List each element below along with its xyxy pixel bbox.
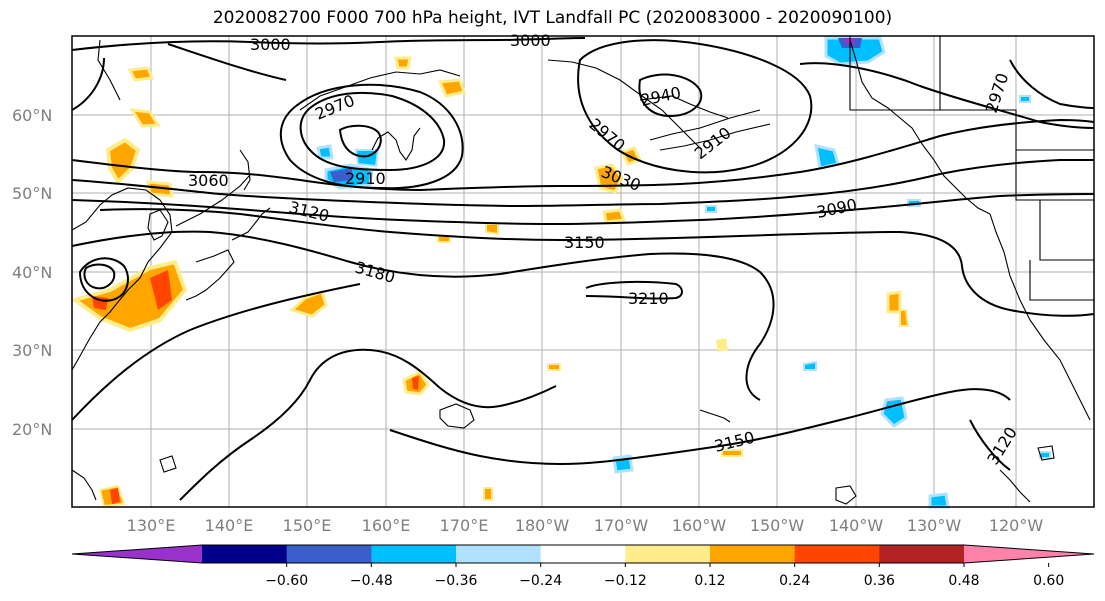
lat-label: 20°N — [12, 420, 52, 439]
colorbar-extension-high — [964, 545, 1094, 563]
longitude-labels: 130°E 140°E 150°E 160°E 170°E 180°W 170°… — [127, 516, 1044, 535]
colorbar-outline — [71, 544, 1095, 564]
colorbar-segment — [540, 545, 626, 563]
contour-label: 3060 — [188, 171, 229, 190]
colorbar-tick-label: −0.36 — [435, 573, 478, 589]
colorbar: −0.60 −0.48 −0.36 −0.24 −0.12 0.12 0.24 0.36 0.4… — [71, 544, 1095, 589]
colorbar-segment — [879, 545, 965, 563]
lon-label: 180°W — [515, 516, 570, 535]
lat-label: 30°N — [12, 341, 52, 360]
lon-label: 160°W — [672, 516, 727, 535]
map-frame — [71, 35, 1095, 508]
lon-label: 150°E — [283, 516, 332, 535]
colorbar-tick-label: −0.60 — [265, 573, 308, 589]
colorbar-segment — [456, 545, 542, 563]
lat-label: 60°N — [12, 106, 52, 125]
colorbar-tick-label: −0.12 — [604, 573, 647, 589]
lat-label: 50°N — [12, 184, 52, 203]
lon-label: 170°E — [440, 516, 489, 535]
colorbar-segment — [286, 545, 372, 563]
contour-label: 3210 — [628, 289, 669, 308]
contour-label: 2910 — [345, 169, 386, 188]
colorbar-tick-label: 0.48 — [948, 573, 979, 589]
colorbar-segment — [202, 545, 288, 563]
lon-label: 160°E — [362, 516, 411, 535]
contour-label: 3000 — [250, 35, 291, 54]
colorbar-tick-label: 0.12 — [694, 573, 725, 589]
colorbar-segment — [710, 545, 796, 563]
colorbar-tick-label: 0.60 — [1033, 573, 1064, 589]
colorbar-extension-low — [72, 545, 202, 563]
lon-label: 140°E — [205, 516, 254, 535]
lat-label: 40°N — [12, 263, 52, 282]
colorbar-tick-label: −0.48 — [350, 573, 393, 589]
lon-label: 130°W — [907, 516, 962, 535]
contour-label: 3000 — [510, 31, 551, 50]
colorbar-tick-label: 0.36 — [864, 573, 895, 589]
lon-label: 140°W — [829, 516, 884, 535]
colorbar-tick-label: −0.24 — [519, 573, 562, 589]
lon-label: 130°E — [127, 516, 176, 535]
map-title: 2020082700 F000 700 hPa height, IVT Land… — [212, 8, 893, 28]
lon-label: 170°W — [594, 516, 649, 535]
contour-label: 3150 — [564, 233, 605, 252]
colorbar-segment — [794, 545, 880, 563]
colorbar-segment — [625, 545, 711, 563]
colorbar-tick-label: 0.24 — [779, 573, 810, 589]
latitude-labels: 60°N 50°N 40°N 30°N 20°N — [12, 106, 52, 439]
colorbar-segment — [371, 545, 457, 563]
coastlines — [71, 36, 1094, 505]
lon-label: 120°W — [989, 516, 1044, 535]
lon-label: 150°W — [750, 516, 805, 535]
height-contours — [71, 37, 1095, 501]
